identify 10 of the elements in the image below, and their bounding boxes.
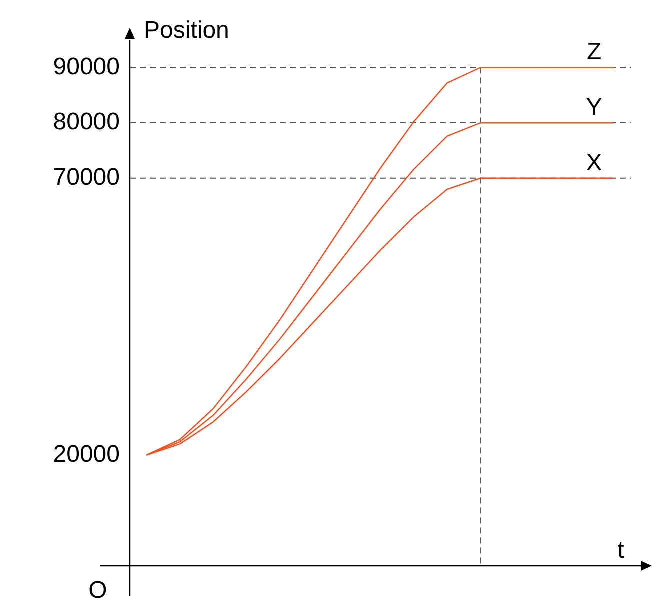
annotation: t <box>618 537 625 564</box>
text: O <box>88 577 108 598</box>
y-tick-label: 70000 <box>53 164 120 192</box>
series-label: Y <box>586 94 602 122</box>
y-tick-label: 90000 <box>53 53 120 80</box>
series-label: X <box>586 149 602 176</box>
series-label: Z <box>586 38 602 66</box>
y-tick-label: 20000 <box>53 440 120 468</box>
y-tick-label: 80000 <box>53 108 120 136</box>
y-axis-title: Position <box>144 17 230 44</box>
